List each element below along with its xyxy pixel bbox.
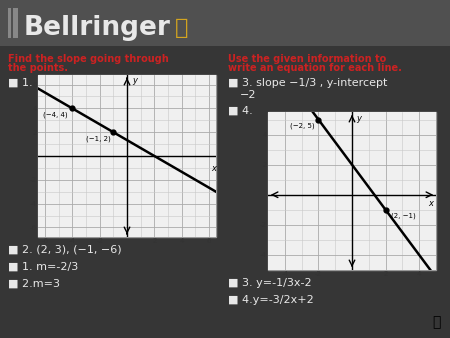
FancyBboxPatch shape bbox=[16, 8, 18, 38]
Text: (−4, 4): (−4, 4) bbox=[44, 112, 68, 118]
Text: Bellringer: Bellringer bbox=[24, 15, 171, 41]
Text: ■ 1. m=-2/3: ■ 1. m=-2/3 bbox=[8, 262, 78, 272]
Text: 🔔: 🔔 bbox=[175, 18, 189, 38]
Text: ■ 1.: ■ 1. bbox=[8, 78, 32, 88]
Text: the points.: the points. bbox=[8, 63, 68, 73]
FancyBboxPatch shape bbox=[13, 8, 16, 38]
Text: write an equation for each line.: write an equation for each line. bbox=[228, 63, 402, 73]
Text: Find the slope going through: Find the slope going through bbox=[8, 54, 169, 64]
Text: ■ 4.: ■ 4. bbox=[228, 106, 253, 116]
FancyBboxPatch shape bbox=[38, 75, 216, 237]
Text: y: y bbox=[356, 114, 361, 122]
Text: ■ 3. slope −1/3 , y-intercept: ■ 3. slope −1/3 , y-intercept bbox=[228, 78, 387, 88]
Text: x: x bbox=[428, 199, 433, 208]
Text: ■ 2. (2, 3), (−1, −6): ■ 2. (2, 3), (−1, −6) bbox=[8, 245, 122, 255]
Text: ■ 2.m=3: ■ 2.m=3 bbox=[8, 279, 60, 289]
Text: (−2, 5): (−2, 5) bbox=[290, 122, 315, 128]
Text: x: x bbox=[211, 164, 216, 173]
Text: y: y bbox=[132, 76, 137, 85]
Text: (2, −1): (2, −1) bbox=[391, 212, 415, 219]
Text: (−1, 2): (−1, 2) bbox=[86, 136, 111, 142]
FancyBboxPatch shape bbox=[8, 8, 11, 38]
Text: ■ 3. y=-1/3x-2: ■ 3. y=-1/3x-2 bbox=[228, 278, 311, 288]
Text: −2: −2 bbox=[240, 90, 256, 100]
Text: Use the given information to: Use the given information to bbox=[228, 54, 386, 64]
FancyBboxPatch shape bbox=[268, 112, 436, 270]
FancyBboxPatch shape bbox=[0, 0, 450, 46]
Text: 🔊: 🔊 bbox=[432, 315, 441, 329]
Text: ■ 4.y=-3/2x+2: ■ 4.y=-3/2x+2 bbox=[228, 295, 314, 305]
